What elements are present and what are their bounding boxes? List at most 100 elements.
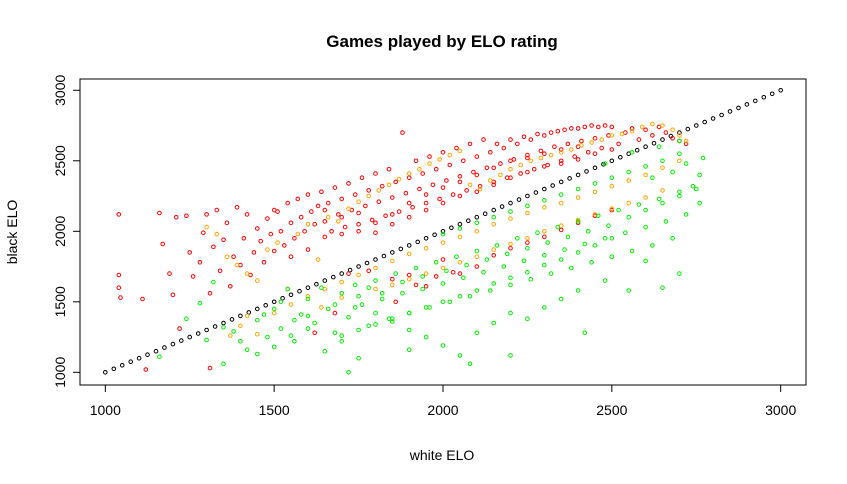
data-point-reference: [398, 246, 404, 252]
data-point-draw: [204, 224, 209, 230]
data-point-draw: [288, 302, 294, 307]
data-point-black-wins: [116, 272, 122, 278]
data-point-reference: [753, 98, 758, 104]
data-point-white-wins: [569, 265, 574, 271]
data-point-black-wins: [508, 158, 513, 164]
data-point-reference: [474, 214, 480, 220]
data-point-reference: [736, 105, 741, 111]
data-point-reference: [499, 204, 505, 209]
data-point-white-wins: [508, 353, 513, 358]
data-point-draw: [440, 240, 446, 245]
data-point-white-wins: [683, 161, 689, 166]
data-point-black-wins: [558, 227, 564, 233]
data-point-white-wins: [656, 196, 662, 202]
data-point-white-wins: [660, 285, 665, 291]
data-point-black-wins: [302, 229, 307, 234]
data-point-white-wins: [694, 186, 699, 192]
data-point-black-wins: [336, 212, 341, 217]
data-point-reference: [542, 186, 547, 192]
data-point-black-wins: [562, 127, 567, 133]
data-point-white-wins: [444, 268, 449, 274]
data-point-white-wins: [508, 209, 513, 214]
data-point-black-wins: [244, 212, 250, 217]
data-point-draw: [457, 148, 463, 154]
data-point-black-wins: [447, 162, 453, 168]
data-point-draw: [508, 216, 513, 221]
data-point-reference: [609, 158, 615, 164]
data-point-black-wins: [491, 182, 497, 188]
data-point-white-wins: [292, 317, 297, 323]
data-point-white-wins: [352, 282, 358, 288]
data-point-black-wins: [585, 150, 591, 155]
data-point-white-wins: [548, 271, 554, 276]
data-point-draw: [599, 137, 605, 142]
data-point-white-wins: [677, 151, 682, 156]
data-point-black-wins: [521, 134, 527, 140]
data-point-white-wins: [650, 243, 655, 248]
data-points: [103, 88, 784, 375]
data-point-black-wins: [339, 214, 345, 220]
data-point-draw: [305, 293, 311, 299]
data-point-black-wins: [457, 271, 463, 276]
data-point-black-wins: [356, 221, 361, 227]
data-point-black-wins: [118, 295, 123, 300]
data-point-black-wins: [285, 200, 291, 206]
data-point-reference: [254, 306, 260, 312]
data-point-black-wins: [288, 254, 294, 260]
data-point-white-wins: [157, 354, 162, 360]
data-point-black-wins: [491, 165, 497, 171]
data-point-draw: [508, 241, 513, 247]
data-point-white-wins: [373, 310, 378, 316]
data-point-black-wins: [116, 212, 122, 217]
data-point-draw: [677, 158, 682, 164]
data-point-white-wins: [356, 327, 361, 333]
data-point-reference: [491, 207, 497, 213]
data-point-white-wins: [288, 333, 294, 338]
data-point-draw: [491, 221, 497, 227]
data-point-black-wins: [582, 124, 588, 130]
data-point-black-wins: [204, 212, 209, 217]
data-point-white-wins: [440, 281, 446, 286]
data-point-black-wins: [474, 172, 480, 178]
data-point-black-wins: [474, 154, 480, 159]
data-point-white-wins: [565, 234, 571, 240]
data-point-black-wins: [440, 185, 446, 190]
data-point-reference: [525, 193, 530, 199]
data-point-draw: [542, 229, 547, 234]
y-tick-label: 1000: [52, 357, 68, 388]
data-point-white-wins: [346, 370, 351, 375]
data-point-black-wins: [423, 207, 429, 213]
data-point-black-wins: [400, 130, 405, 135]
data-point-draw: [538, 155, 544, 161]
data-point-draw: [626, 200, 632, 206]
data-point-white-wins: [488, 288, 493, 293]
data-point-white-wins: [352, 305, 358, 310]
data-point-white-wins: [525, 269, 530, 275]
data-point-reference: [702, 119, 708, 125]
data-point-white-wins: [322, 348, 328, 354]
data-point-black-wins: [140, 296, 145, 302]
data-point-white-wins: [305, 326, 311, 331]
data-point-reference: [373, 257, 378, 262]
data-point-black-wins: [440, 257, 446, 262]
data-point-white-wins: [390, 319, 395, 324]
data-point-white-wins: [271, 306, 277, 312]
axis-ticks: 1000 1500 2000 2500 3000 1000 1500 2000 2500 3000: [52, 75, 796, 418]
data-point-draw: [525, 236, 530, 241]
data-point-black-wins: [552, 144, 557, 149]
data-point-white-wins: [406, 310, 412, 316]
data-point-reference: [238, 313, 243, 319]
data-point-black-wins: [322, 219, 328, 224]
data-point-white-wins: [305, 296, 311, 302]
data-point-reference: [584, 169, 589, 174]
data-point-black-wins: [403, 190, 409, 196]
data-point-reference: [128, 359, 133, 365]
data-point-black-wins: [548, 130, 554, 135]
data-point-white-wins: [606, 223, 611, 228]
data-point-draw: [626, 178, 632, 183]
data-point-black-wins: [187, 250, 192, 255]
data-point-white-wins: [346, 315, 351, 320]
data-point-reference: [204, 327, 209, 333]
data-point-white-wins: [700, 155, 706, 161]
